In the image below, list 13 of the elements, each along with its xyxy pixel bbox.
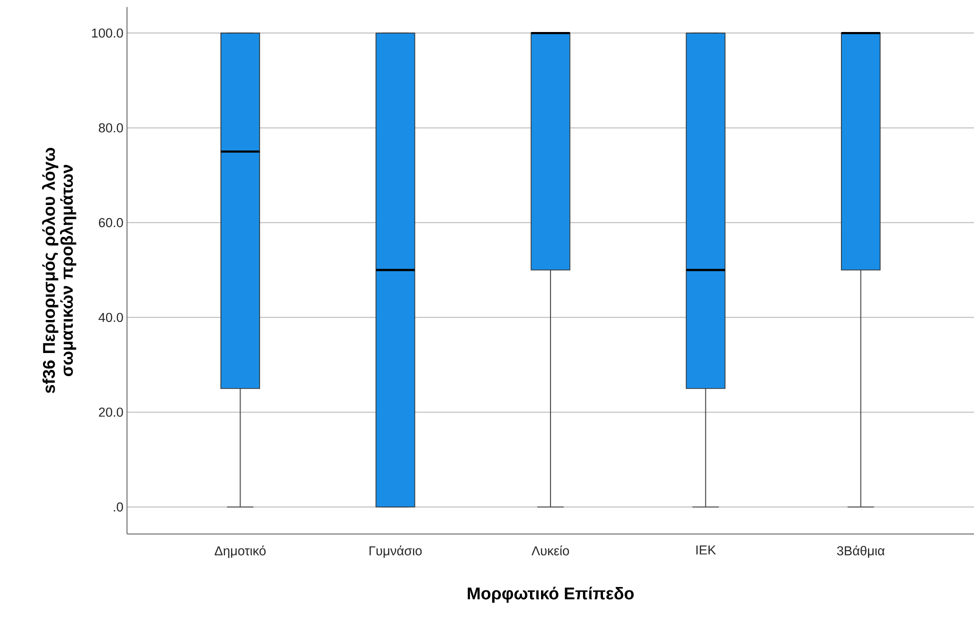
x-tick-label: ΙΕΚ bbox=[696, 546, 716, 554]
x-axis-title: Μορφωτικό Επίπεδο bbox=[468, 586, 634, 603]
y-tick-label: 20.0 bbox=[98, 408, 123, 417]
x-tick-label: Γυμνάσιο bbox=[370, 546, 422, 558]
y-tick-label: 100.0 bbox=[92, 28, 123, 38]
x-tick-label: Λυκείο bbox=[532, 546, 569, 556]
y-tick-label: 60.0 bbox=[98, 218, 123, 228]
y-axis-title: sf36 Περιορισμός ρόλου λόγω σωματικών προβλημάτων bbox=[42, 148, 76, 394]
x-tick-label: Δημοτικό bbox=[214, 546, 266, 558]
y-tick-label: 80.0 bbox=[98, 123, 123, 132]
y-tick-label: 40.0 bbox=[98, 312, 123, 322]
y-tick-label: .0 bbox=[114, 502, 123, 512]
x-tick-label: 3Βάθμια bbox=[837, 546, 885, 558]
